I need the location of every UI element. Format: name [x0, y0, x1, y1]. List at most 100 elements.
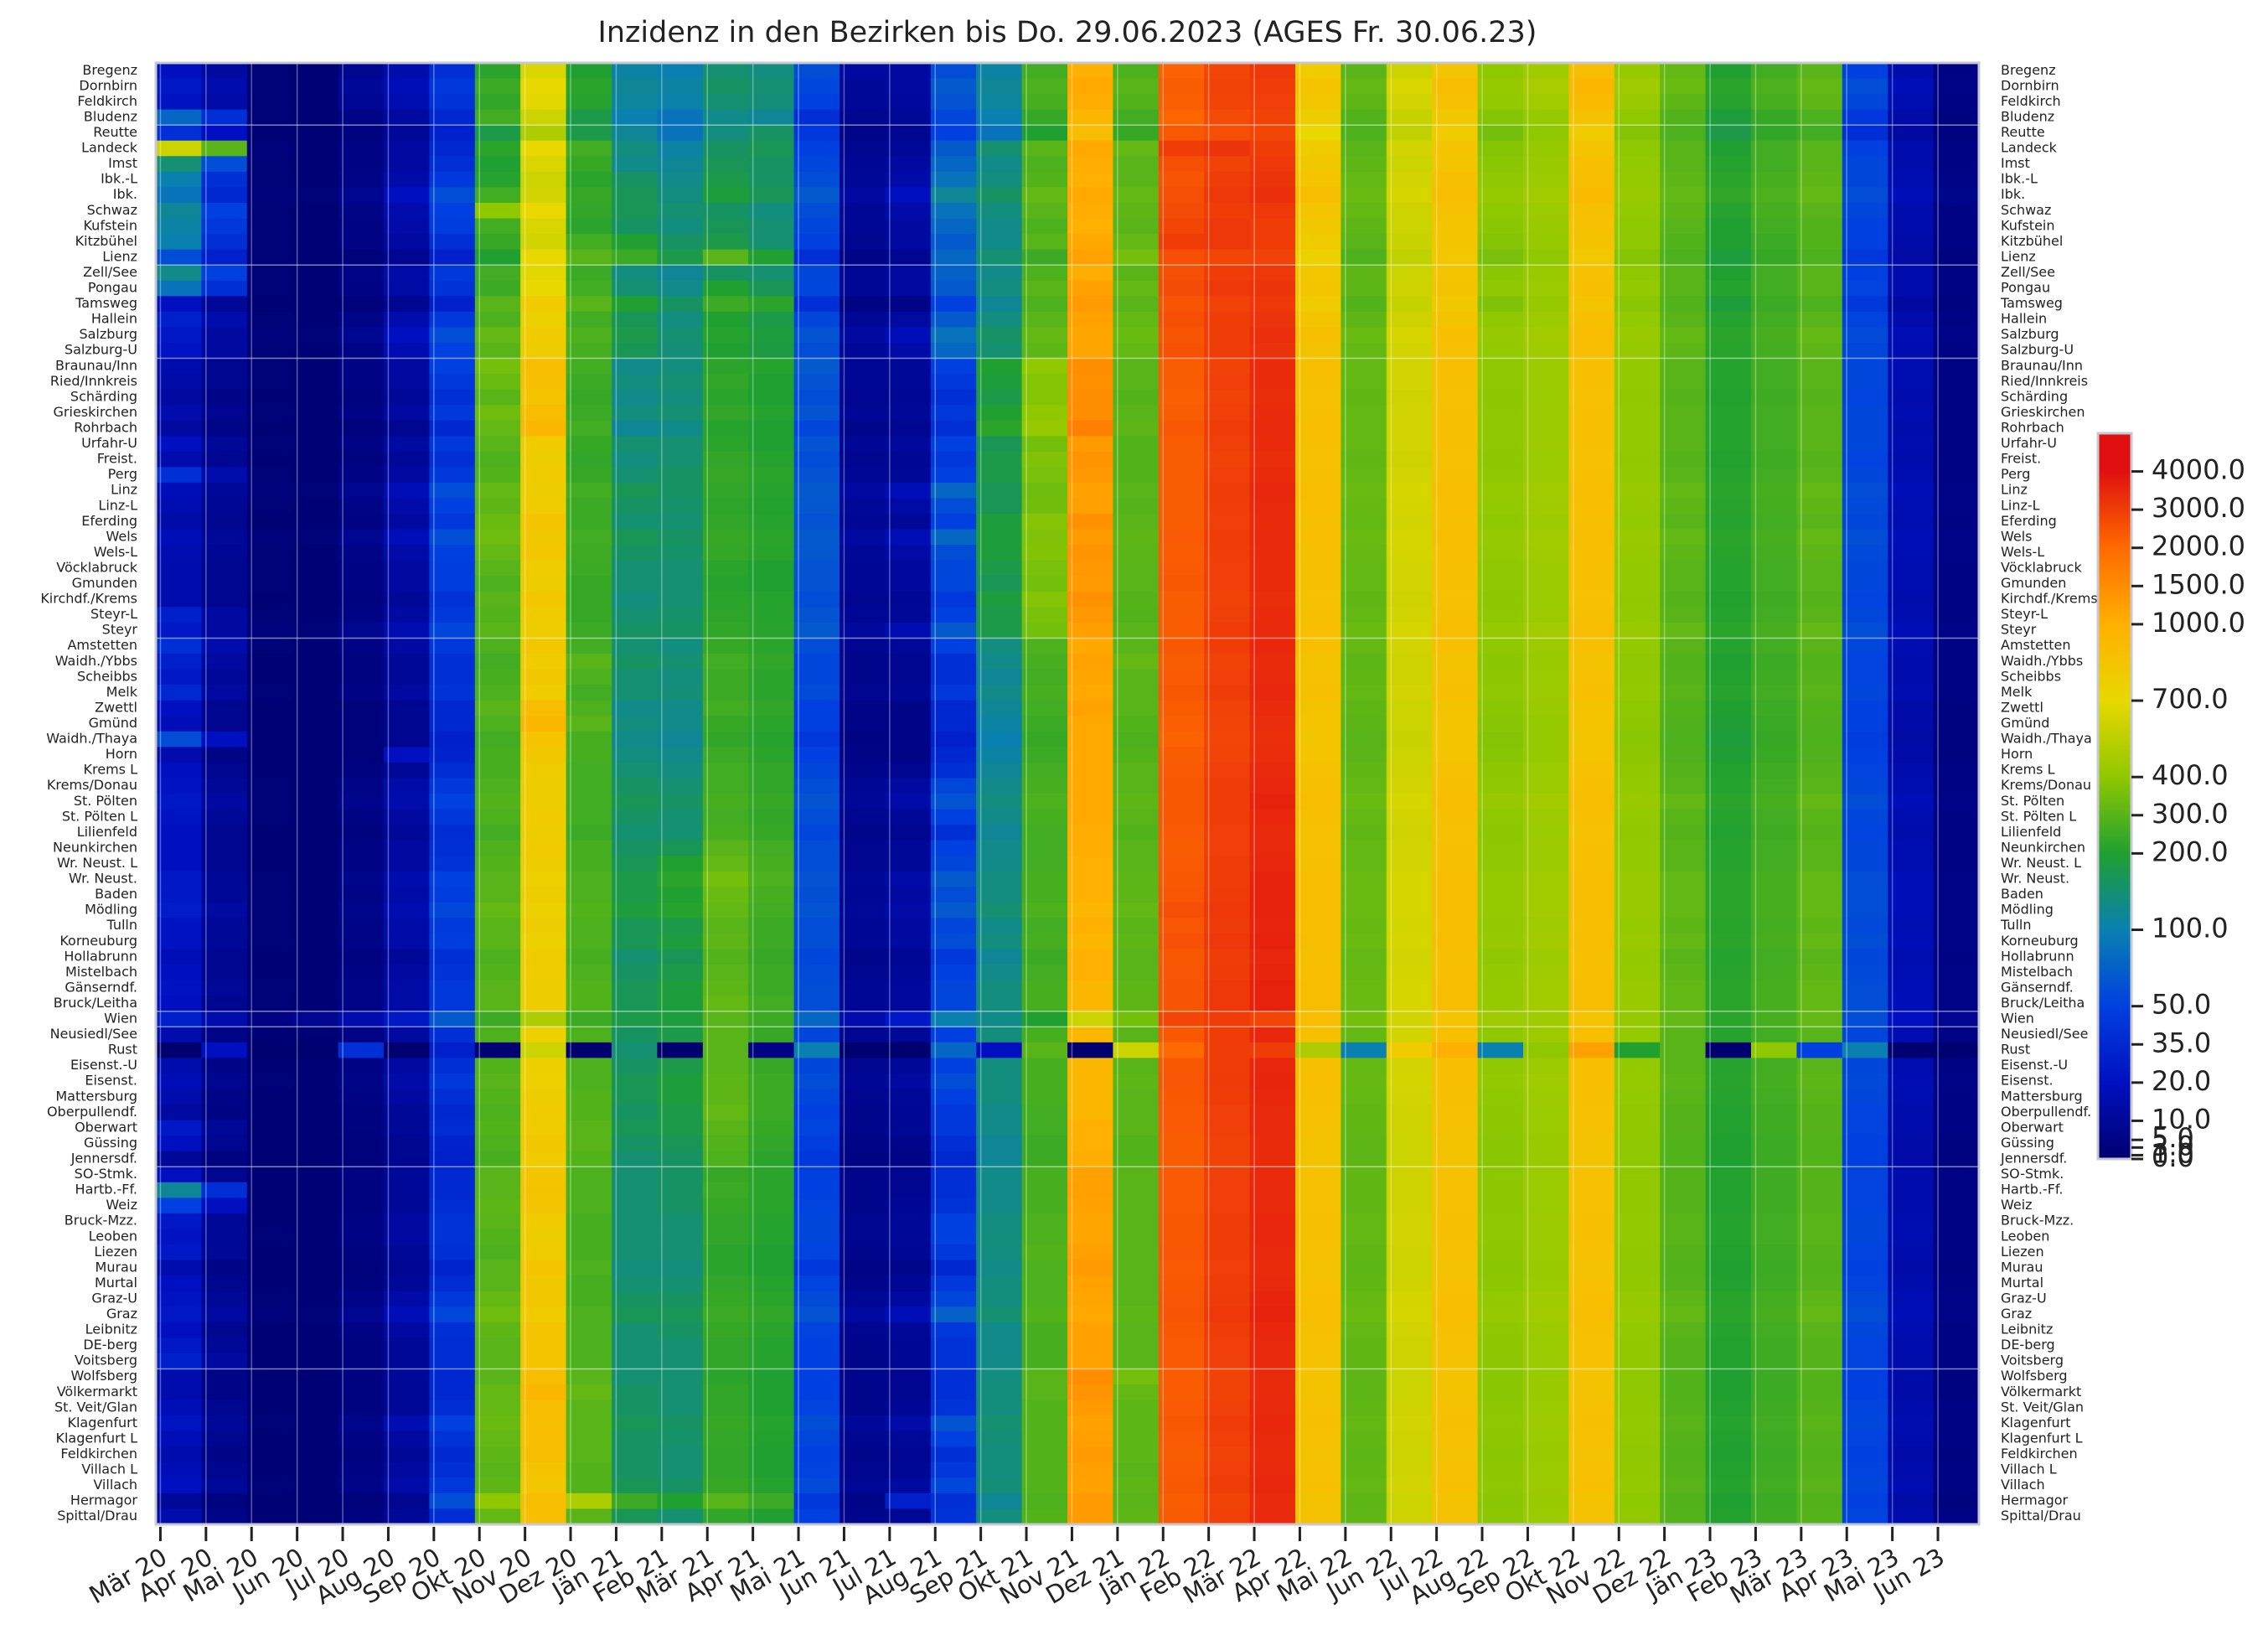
- heatmap-cell: [156, 1508, 202, 1525]
- heatmap-cell: [384, 451, 430, 468]
- heatmap-cell: [520, 374, 567, 391]
- row-label-right: Zwettl: [2001, 699, 2043, 715]
- heatmap-cell: [1295, 560, 1341, 577]
- row-label-right: Salzburg-U: [2001, 342, 2074, 358]
- heatmap-cell: [976, 280, 1023, 297]
- heatmap-cell: [1614, 405, 1661, 422]
- heatmap-cell: [1158, 218, 1205, 235]
- heatmap-cell: [1113, 794, 1160, 810]
- heatmap-cell: [1341, 171, 1387, 189]
- heatmap-cell: [748, 700, 795, 717]
- heatmap-cell: [429, 1213, 476, 1230]
- heatmap-cell: [702, 1462, 749, 1478]
- heatmap-cell: [793, 1198, 840, 1214]
- heatmap-cell: [748, 762, 795, 779]
- heatmap-cell: [474, 1011, 521, 1027]
- heatmap-cell: [1249, 405, 1296, 422]
- heatmap-cell: [1568, 560, 1615, 577]
- heatmap-cell: [702, 887, 749, 903]
- heatmap-cell: [1158, 1105, 1205, 1121]
- heatmap-cell: [292, 1027, 339, 1043]
- heatmap-cell: [1341, 933, 1387, 950]
- heatmap-cell: [566, 918, 612, 934]
- heatmap-cell: [612, 187, 658, 204]
- heatmap-cell: [1341, 1462, 1387, 1478]
- heatmap-cell: [657, 1213, 704, 1230]
- heatmap-cell: [1888, 202, 1935, 220]
- heatmap-cell: [748, 218, 795, 235]
- heatmap-cell: [840, 1198, 886, 1214]
- heatmap-cell: [520, 1306, 567, 1323]
- colorbar-tick-label: 300.0: [2152, 798, 2229, 830]
- heatmap-cell: [1660, 654, 1707, 670]
- heatmap-cell: [1660, 622, 1707, 639]
- heatmap-cell: [201, 731, 248, 748]
- heatmap-cell: [657, 171, 704, 189]
- row-label: Oberwart: [75, 1119, 137, 1135]
- heatmap-cell: [292, 1167, 339, 1183]
- heatmap-cell: [976, 109, 1023, 126]
- heatmap-cell: [1842, 1477, 1888, 1494]
- row-label: Dornbirn: [79, 77, 137, 93]
- heatmap-cell: [1614, 949, 1661, 965]
- heatmap-cell: [1249, 374, 1296, 391]
- heatmap-cell: [1067, 1353, 1113, 1370]
- heatmap-cell: [702, 1260, 749, 1276]
- heatmap-cell: [474, 825, 521, 841]
- heatmap-cell: [930, 685, 977, 701]
- heatmap-cell: [1386, 1384, 1433, 1401]
- heatmap-cell: [1158, 1058, 1205, 1074]
- heatmap-cell: [1477, 420, 1524, 437]
- heatmap-cell: [1204, 1182, 1251, 1198]
- heatmap-cell: [702, 1058, 749, 1074]
- heatmap-cell: [1614, 1198, 1661, 1214]
- heatmap-cell: [885, 1105, 932, 1121]
- heatmap-cell: [1660, 498, 1707, 515]
- heatmap-cell: [384, 638, 430, 654]
- heatmap-cell: [930, 187, 977, 204]
- heatmap-cell: [338, 171, 385, 189]
- heatmap-cell: [1796, 1415, 1843, 1432]
- heatmap-cell: [1796, 1042, 1843, 1059]
- heatmap-cell: [1888, 1244, 1935, 1261]
- heatmap-cell: [1341, 778, 1387, 794]
- heatmap-cell: [612, 420, 658, 437]
- heatmap-cell: [292, 1229, 339, 1245]
- heatmap-cell: [1295, 685, 1341, 701]
- heatmap-cell: [1477, 794, 1524, 810]
- heatmap-cell: [1341, 125, 1387, 142]
- heatmap-cell: [1249, 1073, 1296, 1090]
- heatmap-cell: [748, 467, 795, 484]
- heatmap-cell: [748, 1508, 795, 1525]
- heatmap-cell: [201, 63, 248, 80]
- row-label: Melk: [106, 684, 138, 700]
- heatmap-cell: [1888, 1493, 1935, 1510]
- heatmap-cell: [384, 1275, 430, 1292]
- heatmap-cell: [201, 778, 248, 794]
- heatmap-cell: [793, 1073, 840, 1090]
- heatmap-cell: [474, 1058, 521, 1074]
- heatmap-cell: [1614, 482, 1661, 499]
- heatmap-cell: [566, 1198, 612, 1214]
- heatmap-cell: [1477, 78, 1524, 95]
- heatmap-cell: [612, 654, 658, 670]
- heatmap-cell: [1067, 716, 1113, 732]
- heatmap-cell: [1523, 778, 1569, 794]
- heatmap-cell: [748, 980, 795, 996]
- heatmap-cell: [1477, 654, 1524, 670]
- heatmap-cell: [1295, 280, 1341, 297]
- heatmap-cell: [612, 1042, 658, 1059]
- heatmap-cell: [520, 1089, 567, 1105]
- heatmap-cell: [702, 467, 749, 484]
- heatmap-cell: [566, 1477, 612, 1494]
- heatmap-cell: [566, 405, 612, 422]
- heatmap-cell: [246, 902, 293, 919]
- heatmap-cell: [1113, 265, 1160, 282]
- heatmap-cell: [1888, 902, 1935, 919]
- heatmap-cell: [1751, 358, 1797, 375]
- heatmap-cell: [1751, 374, 1797, 391]
- heatmap-cell: [885, 436, 932, 453]
- heatmap-cell: [1796, 1291, 1843, 1307]
- heatmap-cell: [793, 1089, 840, 1105]
- heatmap-cell: [1842, 607, 1888, 623]
